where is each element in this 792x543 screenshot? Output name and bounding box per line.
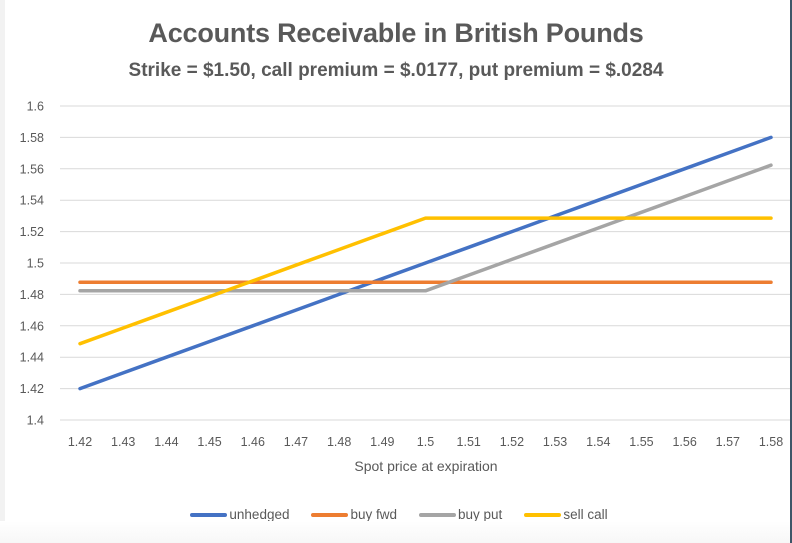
x-tick-label: 1.44 (154, 435, 178, 449)
x-tick-label: 1.46 (241, 435, 265, 449)
legend-swatch-buy-fwd (311, 512, 349, 517)
x-tick-label: 1.57 (716, 435, 740, 449)
legend-label: buy fwd (350, 507, 398, 522)
y-tick-label: 1.58 (20, 131, 44, 145)
y-axis-ticks: 1.4 1.42 1.44 1.46 1.48 1.5 1.52 1.54 1.56 1.58 1.… (20, 100, 44, 428)
chart-title: Accounts Receivable in British Pounds (148, 18, 644, 48)
legend-item-buy-put: buy put (419, 507, 502, 522)
y-tick-label: 1.48 (20, 288, 44, 302)
x-tick-label: 1.53 (543, 435, 567, 449)
legend-label: unhedged (229, 507, 290, 522)
chart-subtitle: Strike = $1.50, call premium = $.0177, p… (128, 60, 664, 81)
legend-swatch-buy-put (419, 512, 457, 517)
x-tick-label: 1.45 (197, 435, 221, 449)
legend-swatch-unhedged (190, 512, 228, 517)
x-axis-ticks: 1.42 1.43 1.44 1.45 1.46 1.47 1.48 1.49 1.5 1.51 1… (68, 435, 783, 449)
x-tick-label: 1.55 (629, 435, 653, 449)
y-tick-label: 1.44 (20, 351, 44, 365)
y-tick-label: 1.56 (20, 162, 44, 176)
legend-item-unhedged: unhedged (190, 507, 289, 522)
series-line-buy-put (78, 163, 773, 293)
legend-item-sell-call: sell call (524, 507, 608, 522)
x-tick-label: 1.48 (327, 435, 351, 449)
y-tick-label: 1.54 (20, 194, 44, 208)
x-tick-label: 1.5 (417, 435, 434, 449)
x-tick-label: 1.42 (68, 435, 92, 449)
y-tick-label: 1.42 (20, 382, 44, 396)
x-tick-label: 1.47 (284, 435, 308, 449)
window-right-border (790, 0, 792, 543)
x-tick-label: 1.51 (457, 435, 481, 449)
series-line-sell-call (78, 216, 773, 346)
legend-label: sell call (563, 507, 608, 522)
legend-label: buy put (458, 507, 503, 522)
y-tick-label: 1.52 (20, 225, 44, 239)
x-tick-label: 1.54 (586, 435, 610, 449)
x-tick-label: 1.56 (672, 435, 696, 449)
x-tick-label: 1.52 (500, 435, 524, 449)
legend-swatch-sell-call (524, 512, 562, 517)
x-tick-label: 1.49 (370, 435, 394, 449)
y-tick-label: 1.5 (27, 257, 44, 271)
x-axis-label: Spot price at expiration (354, 458, 498, 474)
series-lines (78, 135, 773, 391)
x-tick-label: 1.43 (111, 435, 135, 449)
legend: unhedged buy fwd buy put sell call (0, 507, 792, 522)
y-tick-label: 1.4 (27, 414, 44, 428)
legend-item-buy-fwd: buy fwd (311, 507, 397, 522)
y-tick-label: 1.6 (27, 100, 44, 114)
left-edge-strip (0, 0, 5, 543)
y-tick-label: 1.46 (20, 319, 44, 333)
bottom-fade (0, 521, 790, 543)
series-line-unhedged (78, 135, 773, 391)
gridlines (60, 105, 790, 421)
x-tick-label: 1.58 (759, 435, 783, 449)
